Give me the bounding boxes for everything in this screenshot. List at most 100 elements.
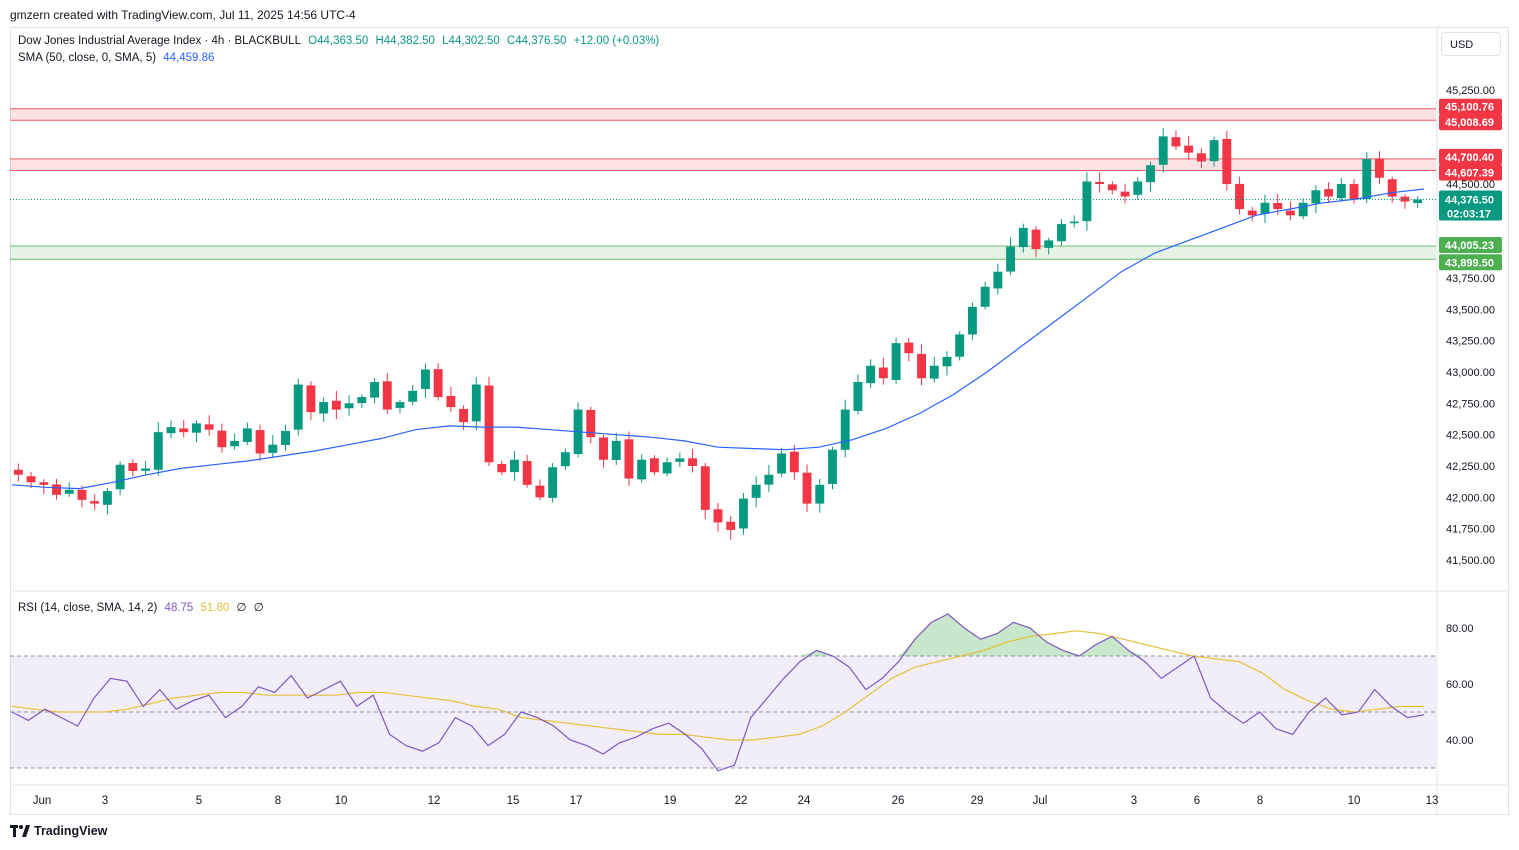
time-label: Jul [1033, 795, 1048, 807]
candle [967, 302, 977, 340]
candle-body [420, 369, 430, 389]
price-tick-label: 42,750.00 [1446, 398, 1495, 410]
currency-selector[interactable]: USD [1441, 32, 1501, 56]
price-label-r2-top-bg [1439, 98, 1502, 115]
candle [586, 406, 596, 444]
candle-body [751, 484, 761, 498]
candle-body [153, 432, 163, 470]
candle-body [1336, 184, 1346, 199]
candle-body [726, 521, 736, 530]
candle-body [662, 462, 672, 474]
candle [90, 494, 100, 510]
candle [39, 479, 49, 494]
candle-body [815, 484, 825, 504]
candle [917, 344, 926, 386]
rsi-tick-label: 40.00 [1446, 735, 1474, 747]
candle [179, 420, 189, 438]
zone-support-2 [10, 246, 1436, 260]
candle-body [230, 440, 240, 447]
zone-resistance-1 [10, 158, 1436, 171]
candle-body [1273, 202, 1283, 210]
candle-body [268, 444, 278, 453]
sma-label[interactable]: SMA (50, close, 0, SMA, 5) [18, 52, 157, 64]
candle-body [433, 369, 443, 398]
candle-body [90, 501, 100, 504]
candle [242, 422, 252, 446]
candle [1413, 196, 1423, 208]
candle-body [993, 271, 1003, 289]
candle-body [967, 306, 977, 335]
price-tick-label: 44,500.00 [1446, 179, 1495, 191]
candle [548, 463, 558, 503]
time-label: 15 [507, 795, 520, 807]
candle-body [1311, 190, 1321, 204]
candle-body [1349, 184, 1359, 200]
candle-body [929, 365, 939, 379]
candle-body [942, 356, 952, 367]
rsi-label[interactable]: RSI (14, close, SMA, 14, 2) [18, 602, 158, 614]
footer-brand-text: TradingView [34, 824, 108, 838]
candle-body [866, 365, 876, 384]
candle [115, 461, 125, 496]
candle [802, 464, 812, 512]
time-label: 3 [1131, 795, 1137, 807]
candle [1285, 201, 1295, 221]
price-label-r2-bottom-bg [1439, 114, 1502, 131]
candle [395, 399, 405, 414]
candle-body [446, 395, 456, 408]
candle [1362, 152, 1372, 204]
candle-body [115, 464, 125, 490]
candle [1069, 215, 1079, 228]
candle [331, 390, 341, 420]
candle-body [1044, 240, 1054, 248]
candle-body [1222, 138, 1232, 184]
candle [1133, 176, 1143, 200]
rsi-band-fill [10, 656, 1436, 768]
candle [281, 424, 290, 451]
candle-body [649, 458, 659, 473]
time-label: 12 [428, 795, 441, 807]
candle-body [802, 472, 812, 504]
candle-body [319, 402, 329, 414]
attribution-text: gmzern created with TradingView.com, Jul… [10, 8, 356, 22]
candle-body [1235, 183, 1245, 210]
candle [1158, 127, 1168, 173]
rsi-extra-2: ∅ [253, 602, 264, 614]
candle [1095, 172, 1105, 193]
candle-body [688, 458, 698, 466]
price-label-r2-bottom: 45,008.69 [1439, 114, 1502, 131]
candle [649, 455, 659, 476]
candle [726, 515, 736, 540]
candle [293, 378, 303, 436]
price-label-r2-top-text: 45,100.76 [1445, 102, 1494, 114]
candle [382, 373, 392, 415]
candle-body [1158, 136, 1168, 165]
candle [306, 381, 316, 421]
candle [497, 460, 507, 475]
current-price-tag: 44,376.50 02:03:17 [1439, 190, 1502, 221]
candle [102, 488, 112, 515]
candle-body [777, 453, 787, 474]
time-label: 17 [570, 795, 583, 807]
candle-body [64, 489, 74, 494]
candle-body [1196, 153, 1206, 162]
candle [510, 450, 519, 481]
candle [1387, 176, 1397, 203]
symbol-title[interactable]: Dow Jones Industrial Average Index · 4h … [18, 35, 301, 47]
countdown-text: 02:03:17 [1447, 208, 1491, 220]
candle-body [789, 451, 799, 473]
candle-body [713, 509, 723, 523]
candle [1057, 219, 1066, 246]
candle-body [1171, 137, 1181, 147]
sma-legend: SMA (50, close, 0, SMA, 5) 44,459.86 [18, 52, 218, 64]
candle [828, 446, 837, 490]
current-price-tag-bg [1439, 190, 1502, 221]
rsi-extra-1: ∅ [236, 602, 247, 614]
time-label: 10 [335, 795, 348, 807]
candle-body [586, 409, 596, 438]
price-label-r1-bottom: 44,607.39 [1439, 164, 1502, 181]
candle [1247, 207, 1257, 221]
time-label: 26 [892, 795, 905, 807]
candle [777, 447, 787, 477]
